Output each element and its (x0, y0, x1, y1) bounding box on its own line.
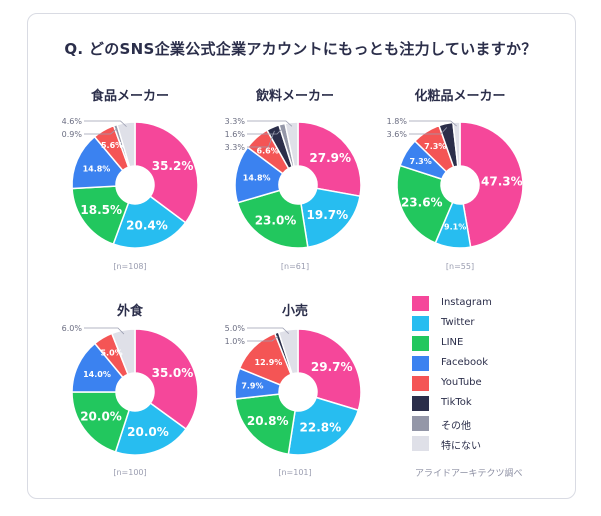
chart-title-cosmetics: 化粧品メーカー (414, 89, 506, 104)
donut-hole (441, 166, 479, 204)
slice-value-label: 35.2% (152, 159, 194, 173)
legend-label: LINE (441, 337, 464, 348)
outside-value-label: 3.3% (225, 143, 246, 152)
leader-line (247, 127, 284, 135)
sample-size-cosmetics: [n=55] (445, 262, 475, 271)
donut-hole (116, 166, 154, 204)
legend-label: YouTube (441, 377, 482, 388)
outside-value-label: 6.0% (62, 324, 83, 333)
sample-size-beverage: [n=61] (280, 262, 310, 271)
slice-value-label: 18.5% (80, 203, 122, 217)
leader-line (84, 120, 127, 127)
leader-line (409, 120, 457, 127)
chart-title-restaurant: 外食 (116, 304, 143, 319)
legend-item: その他 (412, 416, 562, 432)
slice-value-label: 14.8% (243, 174, 271, 183)
slice-value-label: 35.0% (152, 366, 194, 380)
leader-line (247, 327, 290, 335)
outside-value-label: 1.6% (225, 130, 246, 139)
slice-value-label: 20.0% (127, 425, 169, 439)
legend-swatch (412, 296, 429, 311)
legend-swatch (412, 316, 429, 331)
outside-value-label: 3.3% (225, 117, 246, 126)
legend-item: 特にない (412, 436, 562, 452)
chart-title-beverage: 飲料メーカー (255, 89, 334, 104)
chart-title-food: 食品メーカー (90, 89, 169, 104)
legend-label: 特にない (441, 441, 481, 452)
legend-item: Instagram (412, 296, 562, 312)
slice-value-label: 14.0% (83, 370, 111, 379)
sample-size-retail: [n=101] (278, 468, 312, 477)
chart-title-retail: 小売 (281, 304, 308, 319)
leader-line (409, 127, 448, 135)
leader-line (84, 128, 117, 135)
slice-value-label: 47.3% (481, 174, 523, 188)
donut-hole (116, 373, 154, 411)
legend-item: TikTok (412, 396, 562, 412)
leader-line (84, 327, 125, 335)
donut-hole (279, 166, 317, 204)
slice-value-label: 23.6% (401, 195, 443, 209)
slice-value-label: 20.0% (80, 410, 122, 424)
legend-item: Facebook (412, 356, 562, 372)
legend-item: YouTube (412, 376, 562, 392)
slice-value-label: 9.1% (444, 223, 466, 232)
slice-value-label: 29.7% (311, 360, 353, 374)
sample-size-food: [n=108] (113, 262, 147, 271)
slice-value-label: 6.6% (257, 146, 279, 155)
slice-value-label: 27.9% (309, 151, 351, 165)
legend-swatch (412, 416, 429, 431)
slice-value-label: 7.3% (410, 157, 432, 166)
outside-value-label: 3.6% (387, 130, 408, 139)
legend-item: Twitter (412, 316, 562, 332)
legend-label: その他 (441, 421, 471, 432)
slice-value-label: 19.7% (307, 208, 349, 222)
slice-value-label: 12.9% (255, 358, 283, 367)
legend-swatch (412, 396, 429, 411)
legend-item: LINE (412, 336, 562, 352)
outside-value-label: 1.8% (387, 117, 408, 126)
slice-value-label: 5.0% (100, 348, 122, 357)
legend-swatch (412, 356, 429, 371)
legend-label: Twitter (441, 317, 475, 328)
legend-label: Instagram (441, 297, 492, 308)
slice-value-label: 14.8% (83, 164, 111, 173)
leader-line (247, 130, 275, 148)
source-credit: アライドアーキテクツ調べ (415, 469, 523, 479)
page-title: Q. どのSNS企業公式企業アカウントにもっとも注力していますか？ (64, 40, 537, 58)
leader-line (247, 336, 279, 342)
sample-size-restaurant: [n=100] (113, 468, 147, 477)
slice-value-label: 7.9% (241, 382, 263, 391)
outside-value-label: 1.0% (225, 337, 246, 346)
outside-value-label: 4.6% (62, 117, 83, 126)
slice-value-label: 22.8% (300, 421, 342, 435)
legend-label: TikTok (441, 397, 472, 408)
donut-hole (279, 373, 317, 411)
leader-line (247, 120, 293, 127)
outside-value-label: 0.9% (62, 130, 83, 139)
outside-value-label: 5.0% (225, 324, 246, 333)
legend-swatch (412, 436, 429, 451)
slice-value-label: 5.6% (101, 141, 123, 150)
legend-label: Facebook (441, 357, 488, 368)
slice-value-label: 20.8% (247, 414, 289, 428)
slice-value-label: 20.4% (126, 218, 168, 232)
legend-swatch (412, 336, 429, 351)
legend-swatch (412, 376, 429, 391)
slice-value-label: 7.3% (424, 142, 446, 151)
slice-value-label: 23.0% (255, 213, 297, 227)
